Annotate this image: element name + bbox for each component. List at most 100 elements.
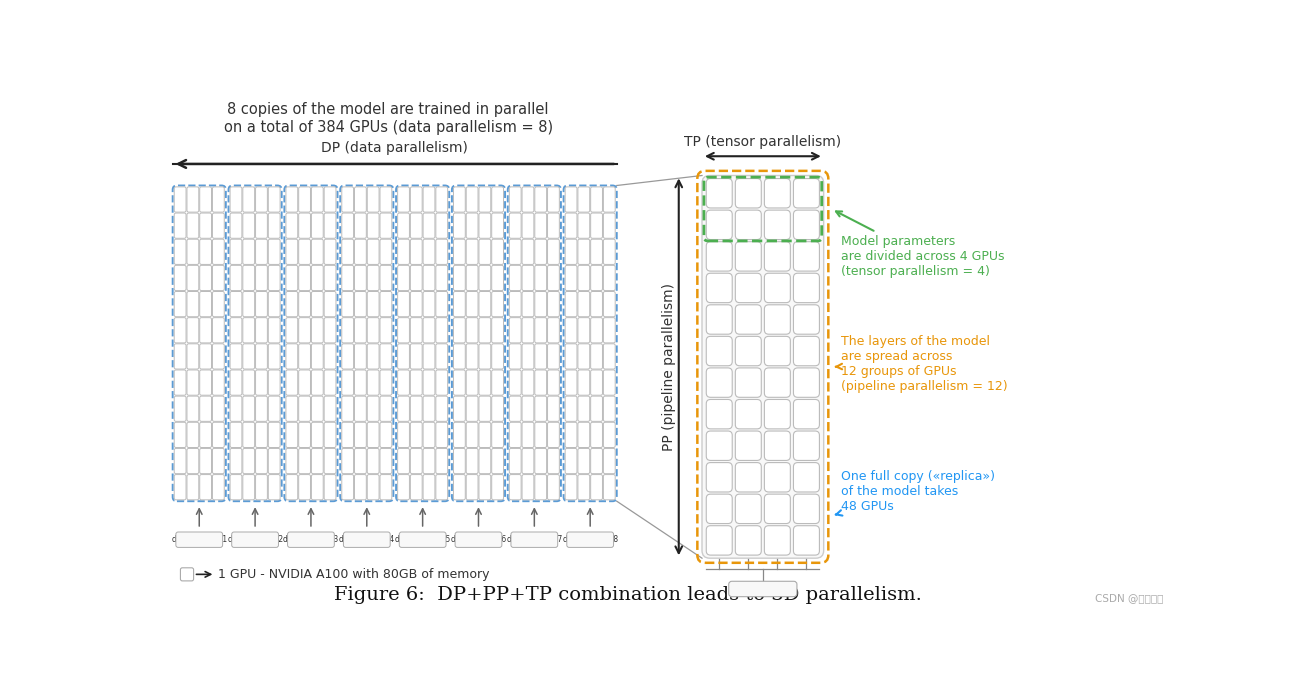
Text: data batch #7: data batch #7 — [507, 535, 562, 544]
FancyBboxPatch shape — [341, 239, 354, 264]
FancyBboxPatch shape — [299, 449, 311, 473]
FancyBboxPatch shape — [367, 187, 379, 212]
FancyBboxPatch shape — [367, 423, 379, 447]
FancyBboxPatch shape — [311, 292, 323, 317]
FancyBboxPatch shape — [174, 292, 186, 317]
FancyBboxPatch shape — [380, 292, 392, 317]
FancyBboxPatch shape — [423, 423, 435, 447]
FancyBboxPatch shape — [793, 494, 819, 523]
FancyBboxPatch shape — [256, 449, 268, 473]
FancyBboxPatch shape — [256, 265, 268, 291]
FancyBboxPatch shape — [174, 370, 186, 395]
FancyBboxPatch shape — [200, 449, 212, 473]
FancyBboxPatch shape — [478, 423, 490, 447]
FancyBboxPatch shape — [397, 449, 409, 473]
FancyBboxPatch shape — [565, 423, 576, 447]
FancyBboxPatch shape — [213, 292, 225, 317]
FancyBboxPatch shape — [478, 396, 490, 421]
FancyBboxPatch shape — [548, 475, 559, 500]
FancyBboxPatch shape — [243, 239, 255, 264]
FancyBboxPatch shape — [510, 187, 521, 212]
FancyBboxPatch shape — [454, 318, 465, 343]
FancyBboxPatch shape — [299, 318, 311, 343]
FancyBboxPatch shape — [521, 475, 533, 500]
FancyBboxPatch shape — [367, 292, 379, 317]
FancyBboxPatch shape — [591, 396, 603, 421]
FancyBboxPatch shape — [243, 292, 255, 317]
FancyBboxPatch shape — [243, 213, 255, 238]
FancyBboxPatch shape — [454, 423, 465, 447]
FancyBboxPatch shape — [604, 213, 616, 238]
FancyBboxPatch shape — [213, 344, 225, 369]
FancyBboxPatch shape — [410, 423, 422, 447]
FancyBboxPatch shape — [397, 318, 409, 343]
FancyBboxPatch shape — [423, 213, 435, 238]
FancyBboxPatch shape — [341, 318, 354, 343]
FancyBboxPatch shape — [706, 368, 732, 397]
FancyBboxPatch shape — [230, 213, 242, 238]
FancyBboxPatch shape — [243, 475, 255, 500]
FancyBboxPatch shape — [256, 318, 268, 343]
FancyBboxPatch shape — [380, 370, 392, 395]
FancyBboxPatch shape — [454, 292, 465, 317]
FancyBboxPatch shape — [200, 370, 212, 395]
FancyBboxPatch shape — [454, 265, 465, 291]
FancyBboxPatch shape — [311, 239, 323, 264]
FancyBboxPatch shape — [256, 396, 268, 421]
FancyBboxPatch shape — [467, 449, 478, 473]
FancyBboxPatch shape — [423, 370, 435, 395]
FancyBboxPatch shape — [213, 213, 225, 238]
FancyBboxPatch shape — [435, 423, 448, 447]
FancyBboxPatch shape — [230, 449, 242, 473]
FancyBboxPatch shape — [397, 187, 409, 212]
FancyBboxPatch shape — [286, 239, 298, 264]
FancyBboxPatch shape — [736, 494, 761, 523]
FancyBboxPatch shape — [243, 370, 255, 395]
FancyBboxPatch shape — [467, 344, 478, 369]
FancyBboxPatch shape — [187, 475, 199, 500]
FancyBboxPatch shape — [591, 475, 603, 500]
Text: data batch #6: data batch #6 — [451, 535, 506, 544]
Text: DP (data parallelism): DP (data parallelism) — [322, 141, 468, 155]
FancyBboxPatch shape — [174, 318, 186, 343]
FancyBboxPatch shape — [354, 423, 366, 447]
FancyBboxPatch shape — [535, 239, 546, 264]
FancyBboxPatch shape — [268, 423, 280, 447]
FancyBboxPatch shape — [187, 292, 199, 317]
FancyBboxPatch shape — [591, 239, 603, 264]
FancyBboxPatch shape — [410, 318, 422, 343]
FancyBboxPatch shape — [578, 370, 589, 395]
Text: 8 copies of the model are trained in parallel
on a total of 384 GPUs (data paral: 8 copies of the model are trained in par… — [223, 102, 553, 134]
Text: Figure 6:  DP+PP+TP combination leads to 3D parallelism.: Figure 6: DP+PP+TP combination leads to … — [335, 586, 923, 604]
FancyBboxPatch shape — [604, 475, 616, 500]
FancyBboxPatch shape — [243, 344, 255, 369]
FancyBboxPatch shape — [478, 370, 490, 395]
FancyBboxPatch shape — [510, 292, 521, 317]
FancyBboxPatch shape — [535, 423, 546, 447]
FancyBboxPatch shape — [268, 318, 280, 343]
FancyBboxPatch shape — [423, 396, 435, 421]
FancyBboxPatch shape — [423, 265, 435, 291]
FancyBboxPatch shape — [435, 344, 448, 369]
FancyBboxPatch shape — [565, 213, 576, 238]
FancyBboxPatch shape — [354, 344, 366, 369]
FancyBboxPatch shape — [176, 532, 222, 547]
FancyBboxPatch shape — [286, 344, 298, 369]
FancyBboxPatch shape — [423, 292, 435, 317]
FancyBboxPatch shape — [410, 370, 422, 395]
FancyBboxPatch shape — [591, 187, 603, 212]
FancyBboxPatch shape — [591, 449, 603, 473]
FancyBboxPatch shape — [410, 449, 422, 473]
FancyBboxPatch shape — [765, 178, 791, 208]
FancyBboxPatch shape — [435, 370, 448, 395]
FancyBboxPatch shape — [268, 475, 280, 500]
FancyBboxPatch shape — [213, 449, 225, 473]
FancyBboxPatch shape — [354, 396, 366, 421]
FancyBboxPatch shape — [511, 532, 558, 547]
FancyBboxPatch shape — [736, 305, 761, 334]
FancyBboxPatch shape — [200, 344, 212, 369]
FancyBboxPatch shape — [341, 213, 354, 238]
Text: 1 GPU - NVIDIA A100 with 80GB of memory: 1 GPU - NVIDIA A100 with 80GB of memory — [218, 568, 490, 581]
FancyBboxPatch shape — [736, 399, 761, 429]
Text: CSDN @寻道码路: CSDN @寻道码路 — [1095, 593, 1163, 603]
